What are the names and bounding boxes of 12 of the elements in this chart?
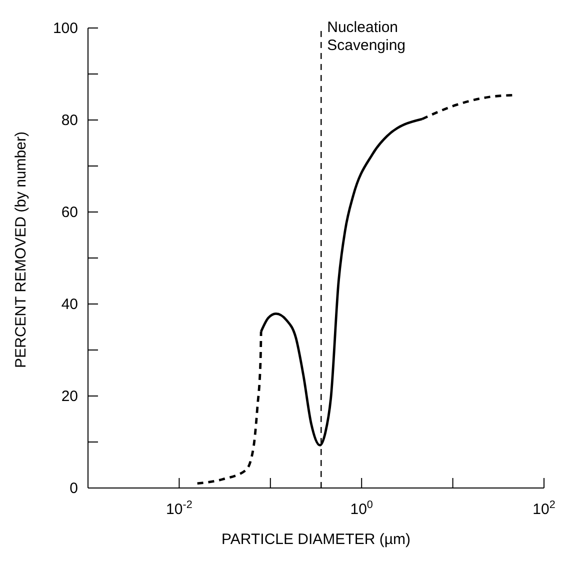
- x-tick-label: 10$^{2}$: [532, 499, 556, 518]
- x-axis-title: PARTICLE DIAMETER (µm): [222, 531, 410, 548]
- y-tick-label: 0: [70, 480, 78, 497]
- y-axis-title: PERCENT REMOVED (by number): [12, 132, 30, 368]
- y-tick-label: 60: [61, 204, 78, 221]
- ref-line-label: Nucleation Scavenging: [327, 19, 406, 54]
- y-tick-label: 20: [61, 388, 78, 405]
- y-tick-label: 40: [61, 296, 78, 313]
- y-tick-label: 100: [52, 20, 78, 37]
- x-tick-label: 10$^{-2}$: [166, 499, 192, 518]
- y-tick-label: 80: [61, 112, 78, 129]
- x-tick-label: 10$^{0}$: [350, 499, 373, 518]
